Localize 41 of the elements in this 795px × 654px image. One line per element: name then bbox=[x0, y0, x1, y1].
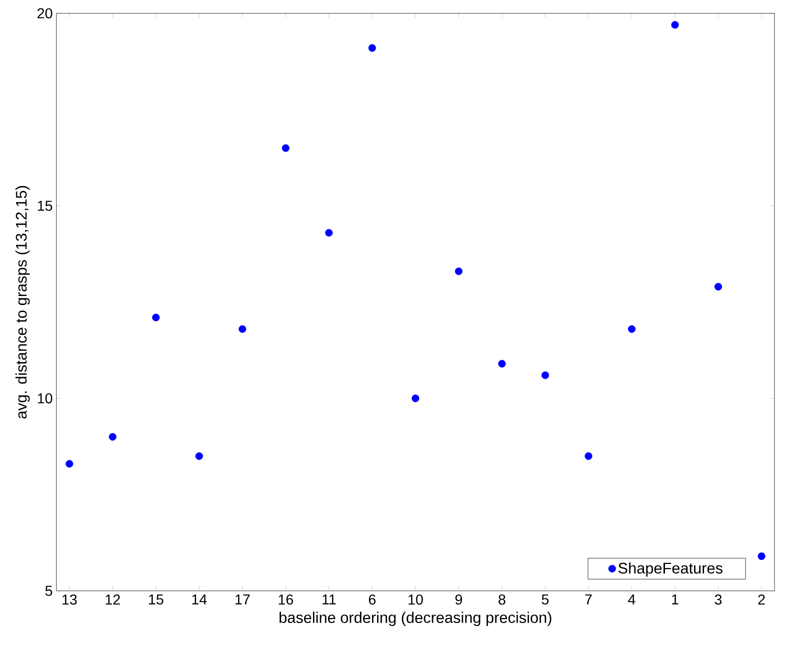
x-tick-label: 15 bbox=[149, 594, 164, 604]
point bbox=[628, 325, 636, 333]
x-tick-label: 2 bbox=[758, 594, 765, 604]
point bbox=[714, 282, 722, 290]
x-tick-label: 1 bbox=[672, 594, 678, 604]
point bbox=[412, 394, 420, 402]
y-tick-label: 10 bbox=[38, 393, 52, 404]
point bbox=[108, 432, 116, 440]
x-tick-label: 3 bbox=[714, 594, 722, 604]
point bbox=[671, 20, 679, 28]
x-tick-label: 9 bbox=[455, 594, 462, 604]
x-tick-label: 16 bbox=[278, 594, 294, 604]
point bbox=[238, 325, 246, 333]
y-tick-label: 15 bbox=[38, 200, 52, 211]
x-tick-label: 12 bbox=[106, 594, 120, 604]
x-tick-label: 11 bbox=[322, 594, 336, 604]
x-axis-title: baseline ordering (decreasing precision) bbox=[280, 611, 552, 626]
point bbox=[66, 460, 74, 468]
point bbox=[368, 44, 376, 52]
point bbox=[195, 452, 203, 460]
x-tick-label: 17 bbox=[236, 594, 250, 604]
x-tick-label: 13 bbox=[62, 594, 77, 604]
point bbox=[454, 267, 463, 275]
x-tick-label: 6 bbox=[368, 594, 376, 604]
point bbox=[325, 228, 333, 236]
x-tick-label: 10 bbox=[408, 594, 423, 604]
x-tick-label: 14 bbox=[192, 594, 207, 604]
x-tick-label: 4 bbox=[628, 594, 636, 604]
point bbox=[758, 552, 766, 560]
x-tick-label: 7 bbox=[585, 594, 592, 604]
y-tick-label: 5 bbox=[45, 586, 52, 596]
point bbox=[282, 144, 290, 152]
y-tick-label: 20 bbox=[38, 8, 52, 18]
x-tick-label: 5 bbox=[542, 594, 549, 604]
point bbox=[152, 313, 160, 322]
point bbox=[584, 452, 592, 460]
y-axis-title: avg. distance to grasps (13,12,15) bbox=[15, 186, 30, 418]
x-tick-label: 8 bbox=[498, 594, 506, 604]
point bbox=[541, 371, 550, 379]
legend-label: ShapeFeatures bbox=[618, 562, 722, 576]
point bbox=[498, 360, 506, 368]
